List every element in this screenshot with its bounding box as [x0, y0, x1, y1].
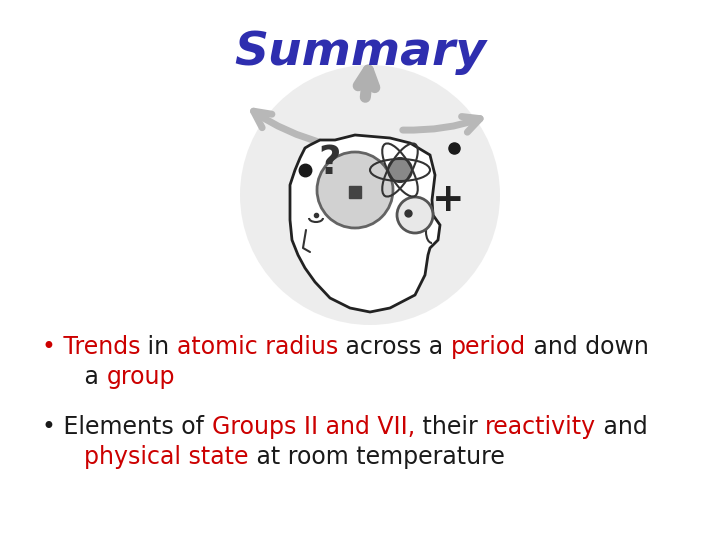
Text: a: a: [62, 365, 107, 389]
Text: ?: ?: [319, 144, 341, 182]
Text: across a: across a: [338, 335, 451, 359]
Text: physical state: physical state: [84, 445, 249, 469]
Text: reactivity: reactivity: [485, 415, 596, 439]
Text: • Elements of: • Elements of: [42, 415, 212, 439]
FancyArrowPatch shape: [402, 117, 480, 132]
Text: and down: and down: [526, 335, 649, 359]
Text: atomic radius: atomic radius: [177, 335, 338, 359]
Circle shape: [240, 65, 500, 325]
Text: group: group: [107, 365, 175, 389]
Text: Groups II and VII,: Groups II and VII,: [212, 415, 415, 439]
Text: in: in: [140, 335, 177, 359]
FancyArrowPatch shape: [253, 111, 328, 144]
Text: +: +: [432, 181, 464, 219]
Text: period: period: [451, 335, 526, 359]
FancyArrowPatch shape: [358, 70, 375, 97]
Text: • Trends: • Trends: [42, 335, 140, 359]
Circle shape: [397, 197, 433, 233]
Text: at room temperature: at room temperature: [249, 445, 505, 469]
Polygon shape: [290, 135, 440, 312]
Text: and: and: [596, 415, 648, 439]
Text: their: their: [415, 415, 485, 439]
Circle shape: [317, 152, 393, 228]
Text: Summary: Summary: [234, 30, 486, 75]
Circle shape: [388, 158, 412, 182]
